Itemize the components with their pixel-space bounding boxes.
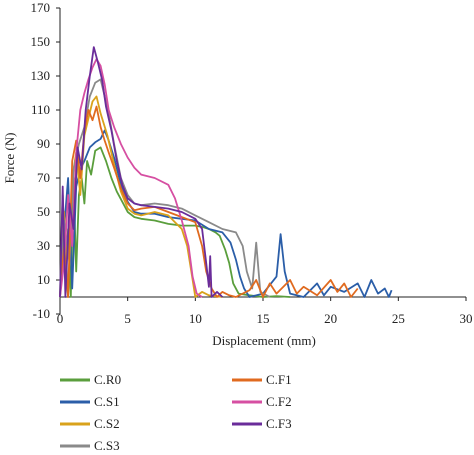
series-line-cr0 (59, 146, 291, 298)
x-tick-label: 30 (460, 311, 473, 326)
x-tick-label: 25 (392, 311, 405, 326)
legend-label: C.R0 (94, 372, 121, 387)
x-tick-label: 20 (324, 311, 337, 326)
legend-label: C.F2 (266, 394, 292, 409)
x-axis-label: Displacement (mm) (212, 333, 316, 348)
x-tick-labels: 0 5 10 15 20 25 30 (57, 311, 473, 326)
legend: C.R0 C.S1 C.S2 C.S3 C.F1 C.F2 C.F3 (60, 372, 292, 453)
series-line-cs3 (59, 78, 271, 298)
x-tick-label: 10 (189, 311, 202, 326)
y-tick-label: 90 (37, 136, 50, 151)
y-tick-label: 50 (37, 204, 50, 219)
y-tick-label: 170 (31, 0, 51, 15)
y-tick-label: 150 (31, 34, 51, 49)
legend-label: C.S3 (94, 438, 120, 453)
y-tick-label: 130 (31, 68, 51, 83)
series-line-cf2 (59, 58, 203, 298)
y-tick-label: 30 (37, 238, 50, 253)
series-lines (59, 46, 393, 298)
y-tick-labels: -10 10 30 50 70 90 110 130 150 170 (31, 0, 51, 321)
y-tick-label: 110 (31, 102, 50, 117)
y-tick-label: 10 (37, 272, 50, 287)
y-tick-label: -10 (33, 306, 50, 321)
legend-label: C.F1 (266, 372, 292, 387)
legend-label: C.S1 (94, 394, 120, 409)
x-tick-label: 15 (257, 311, 270, 326)
x-tick-label: 0 (57, 311, 64, 326)
series-line-cf1 (59, 105, 359, 298)
legend-label: C.F3 (266, 416, 292, 431)
y-axis-label: Force (N) (2, 133, 17, 184)
x-tick-label: 5 (124, 311, 131, 326)
legend-label: C.S2 (94, 416, 120, 431)
series-line-cf3 (59, 46, 224, 298)
y-tick-label: 70 (37, 170, 50, 185)
